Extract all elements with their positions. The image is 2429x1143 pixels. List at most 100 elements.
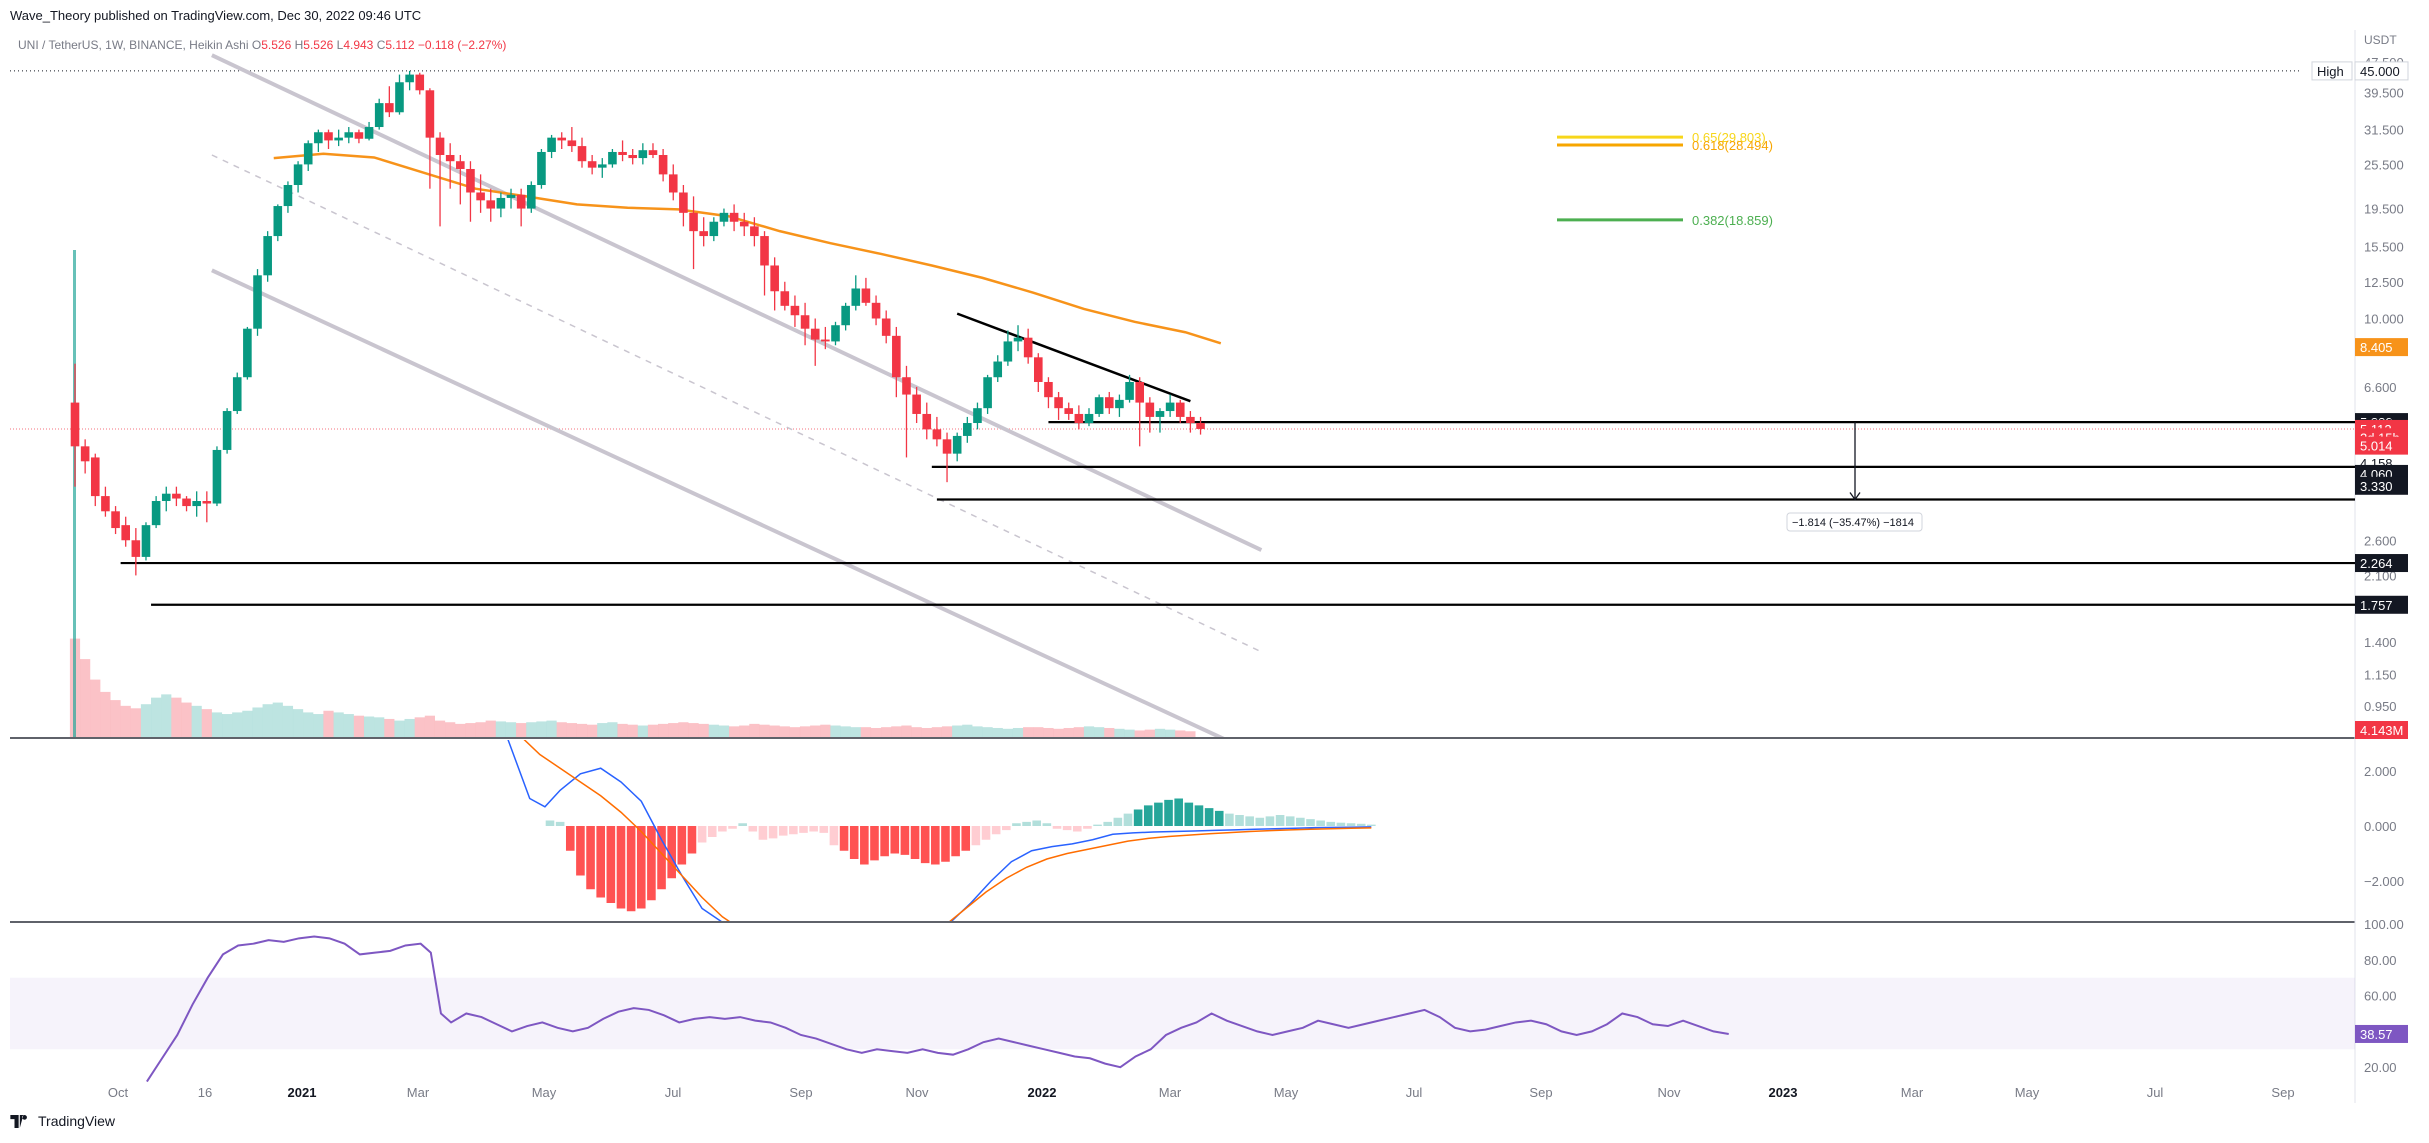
candle-body[interactable]	[192, 501, 201, 507]
candle-body[interactable]	[628, 154, 637, 159]
candle-body[interactable]	[1186, 416, 1195, 424]
candle-body[interactable]	[760, 236, 769, 266]
candle-body[interactable]	[212, 449, 222, 504]
footer-brand[interactable]: TradingView	[10, 1113, 115, 1129]
candle-body[interactable]	[1054, 397, 1063, 409]
candle-body[interactable]	[395, 82, 404, 113]
candle-body[interactable]	[374, 103, 384, 128]
candle-body[interactable]	[537, 151, 546, 186]
candle-body[interactable]	[506, 194, 516, 198]
candle-body[interactable]	[1003, 341, 1013, 362]
candle-body[interactable]	[1034, 357, 1043, 382]
candle-body[interactable]	[90, 457, 100, 497]
candle-body[interactable]	[963, 423, 972, 436]
candle-body[interactable]	[739, 221, 749, 227]
candle-body[interactable]	[679, 192, 688, 213]
candle-body[interactable]	[476, 192, 485, 201]
candle-body[interactable]	[709, 221, 719, 237]
candle-body[interactable]	[182, 498, 191, 507]
symbol-legend[interactable]: UNI / TetherUS, 1W, BINANCE, Heikin Ashi…	[18, 38, 506, 52]
candle-body[interactable]	[456, 161, 465, 169]
candle-body[interactable]	[608, 151, 617, 165]
price-axis[interactable]: USDT47.50039.50031.50025.50019.50015.500…	[2311, 33, 2409, 1075]
candle-body[interactable]	[435, 137, 445, 155]
candle-body[interactable]	[466, 168, 475, 193]
candle-body[interactable]	[952, 435, 962, 454]
candle-body[interactable]	[983, 377, 992, 409]
candle-body[interactable]	[344, 132, 354, 138]
candle-body[interactable]	[902, 377, 911, 395]
candle-body[interactable]	[1115, 399, 1124, 409]
horizontal-levels[interactable]	[120, 420, 2355, 606]
candle-body[interactable]	[547, 137, 556, 152]
candle-body[interactable]	[922, 413, 932, 430]
candle-body[interactable]	[851, 288, 861, 306]
candle-body[interactable]	[1084, 413, 1094, 424]
candle-body[interactable]	[324, 132, 333, 141]
time-axis[interactable]: Oct 16 2021 Mar May Jul Sep Nov 2022 Mar May Jul Sep…	[108, 1085, 2295, 1100]
candle-body[interactable]	[567, 140, 577, 147]
candle-body[interactable]	[1135, 381, 1144, 403]
candle-body[interactable]	[1155, 411, 1165, 417]
candle-body[interactable]	[486, 200, 496, 209]
candle-body[interactable]	[1094, 397, 1104, 414]
candle-body[interactable]	[932, 429, 942, 440]
candle-body[interactable]	[80, 446, 90, 462]
candle-body[interactable]	[141, 525, 151, 557]
candle-body[interactable]	[232, 377, 242, 412]
candle-body[interactable]	[618, 151, 627, 155]
candle-body[interactable]	[364, 127, 374, 139]
candle-body[interactable]	[1165, 402, 1175, 412]
candle-body[interactable]	[131, 540, 141, 557]
candle-body[interactable]	[253, 275, 262, 329]
candle-body[interactable]	[1125, 381, 1134, 400]
candle-body[interactable]	[871, 302, 881, 319]
candle-body[interactable]	[314, 132, 323, 144]
candle-body[interactable]	[993, 361, 1003, 378]
candle-body[interactable]	[942, 439, 952, 454]
channel-lower-line[interactable]	[211, 268, 1261, 756]
candle-body[interactable]	[303, 143, 313, 165]
candle-body[interactable]	[121, 525, 130, 541]
candle-body[interactable]	[1175, 402, 1185, 417]
candle-body[interactable]	[527, 185, 536, 209]
candle-body[interactable]	[111, 511, 120, 529]
candle-body[interactable]	[668, 174, 678, 193]
candle-body[interactable]	[1013, 337, 1023, 342]
candle-body[interactable]	[293, 164, 303, 186]
candle-body[interactable]	[1044, 381, 1053, 398]
candle-body[interactable]	[496, 197, 506, 209]
candle-body[interactable]	[841, 305, 850, 326]
candle-body[interactable]	[780, 291, 790, 306]
candle-body[interactable]	[648, 150, 658, 155]
candle-body[interactable]	[1104, 397, 1114, 409]
candle-body[interactable]	[385, 103, 394, 113]
candle-body[interactable]	[689, 212, 698, 232]
resistance-trendline[interactable]	[956, 312, 1191, 403]
candle-body[interactable]	[973, 408, 982, 424]
candle-body[interactable]	[151, 501, 161, 526]
candle-body[interactable]	[750, 226, 759, 237]
fibonacci-levels[interactable]: 0.65(29.803)0.618(28.494) 0.382(18.859)	[1557, 130, 1773, 228]
candles[interactable]	[70, 70, 1205, 576]
candle-body[interactable]	[202, 501, 212, 504]
candle-body[interactable]	[1196, 423, 1205, 429]
candle-body[interactable]	[1064, 408, 1074, 414]
candle-body[interactable]	[516, 194, 526, 209]
candle-body[interactable]	[800, 315, 810, 329]
candle-body[interactable]	[770, 265, 779, 292]
candle-body[interactable]	[354, 132, 364, 139]
candle-body[interactable]	[861, 288, 871, 303]
measure-tool[interactable]: −1.814 (−35.47%) −1814	[1786, 422, 1923, 532]
candle-body[interactable]	[334, 137, 343, 141]
candle-body[interactable]	[1074, 413, 1084, 424]
candle-body[interactable]	[101, 496, 110, 512]
candle-body[interactable]	[263, 236, 272, 276]
candle-body[interactable]	[831, 325, 840, 342]
candle-body[interactable]	[638, 150, 648, 159]
candle-body[interactable]	[597, 164, 607, 168]
candle-body[interactable]	[445, 154, 455, 162]
candle-body[interactable]	[892, 335, 901, 378]
candle-body[interactable]	[283, 185, 293, 207]
candle-body[interactable]	[222, 411, 232, 450]
